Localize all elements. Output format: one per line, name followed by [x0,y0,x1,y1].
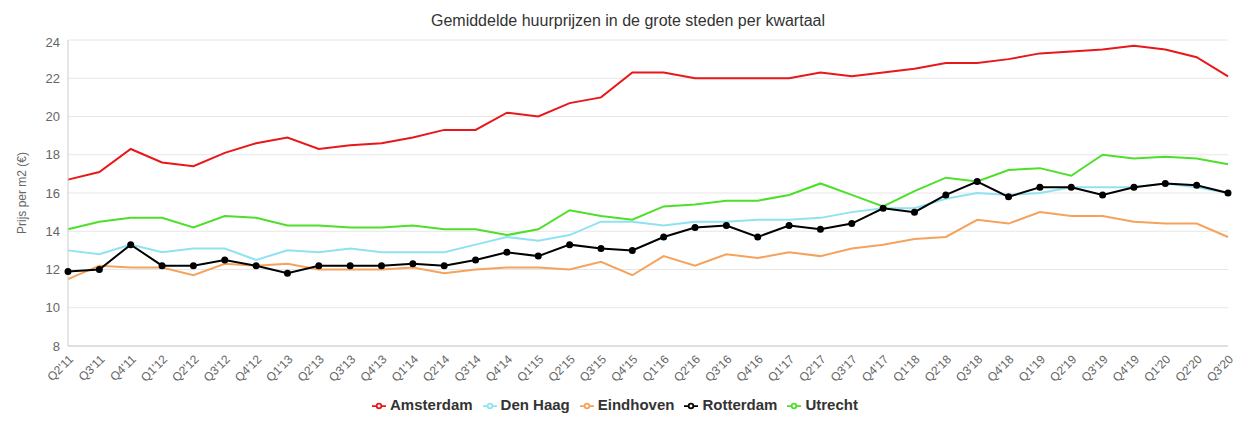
svg-text:Q3'13: Q3'13 [326,352,359,385]
svg-text:14: 14 [46,224,60,239]
svg-text:Q2'12: Q2'12 [169,352,202,385]
svg-text:Q4'14: Q4'14 [483,352,516,385]
svg-text:8: 8 [53,339,60,354]
svg-text:16: 16 [46,186,60,201]
svg-text:Q3'19: Q3'19 [1078,352,1111,385]
svg-text:Q2'18: Q2'18 [922,352,955,385]
svg-text:10: 10 [46,300,60,315]
svg-text:Q1'19: Q1'19 [1016,352,1049,385]
svg-text:Q3'20: Q3'20 [1204,352,1237,385]
svg-text:Q2'17: Q2'17 [796,352,829,385]
html-text:Rotterdam: Rotterdam [702,396,778,413]
svg-text:Q2'13: Q2'13 [295,352,328,385]
svg-text:Q2'11: Q2'11 [44,352,76,384]
svg-text:Q3'15: Q3'15 [577,352,610,385]
svg-text:12: 12 [46,262,60,277]
svg-text:Q1'13: Q1'13 [263,352,296,385]
svg-text:Q4'17: Q4'17 [859,352,892,385]
svg-text:Q3'14: Q3'14 [451,352,484,385]
svg-text:24: 24 [46,35,60,50]
svg-text:Q3'18: Q3'18 [953,352,986,385]
svg-text:Q1'15: Q1'15 [514,352,547,385]
svg-text:Q2'15: Q2'15 [545,352,578,385]
svg-text:Q3'11: Q3'11 [76,352,108,384]
svg-text:Q1'16: Q1'16 [640,352,673,385]
svg-text:20: 20 [46,109,60,124]
svg-text:Q2'14: Q2'14 [420,352,453,385]
svg-text:18: 18 [46,147,60,162]
svg-text:Q4'13: Q4'13 [357,352,390,385]
svg-text:Q3'12: Q3'12 [201,352,234,385]
svg-text:22: 22 [46,71,60,86]
svg-text:Q3'17: Q3'17 [828,352,861,385]
svg-text:Q1'20: Q1'20 [1141,352,1174,385]
svg-text:Q1'12: Q1'12 [138,352,171,385]
svg-text:Q4'15: Q4'15 [608,352,641,385]
svg-text:Q2'20: Q2'20 [1173,352,1206,385]
svg-text:Q1'14: Q1'14 [389,352,422,385]
svg-text:Q1'18: Q1'18 [890,352,923,385]
svg-text:Q4'18: Q4'18 [984,352,1017,385]
svg-text:Q4'11: Q4'11 [107,352,139,384]
svg-text:Q4'16: Q4'16 [734,352,767,385]
html-text:Amsterdam: Amsterdam [390,396,473,413]
html-text:Eindhoven: Eindhoven [597,396,675,413]
html-text:Gemiddelde huurprijzen in de g: Gemiddelde huurprijzen in de grote stede… [431,12,825,29]
svg-text:Q4'19: Q4'19 [1110,352,1143,385]
html-text:Den Haag: Den Haag [500,396,570,413]
svg-text:Q2'19: Q2'19 [1047,352,1080,385]
svg-text:Q1'17: Q1'17 [765,352,798,385]
svg-text:Prijs per m2 (€): Prijs per m2 (€) [15,152,29,234]
svg-text:Q3'16: Q3'16 [702,352,735,385]
html-text:Utrecht: Utrecht [805,396,858,413]
svg-text:Q4'12: Q4'12 [232,352,265,385]
svg-text:Q2'16: Q2'16 [671,352,704,385]
